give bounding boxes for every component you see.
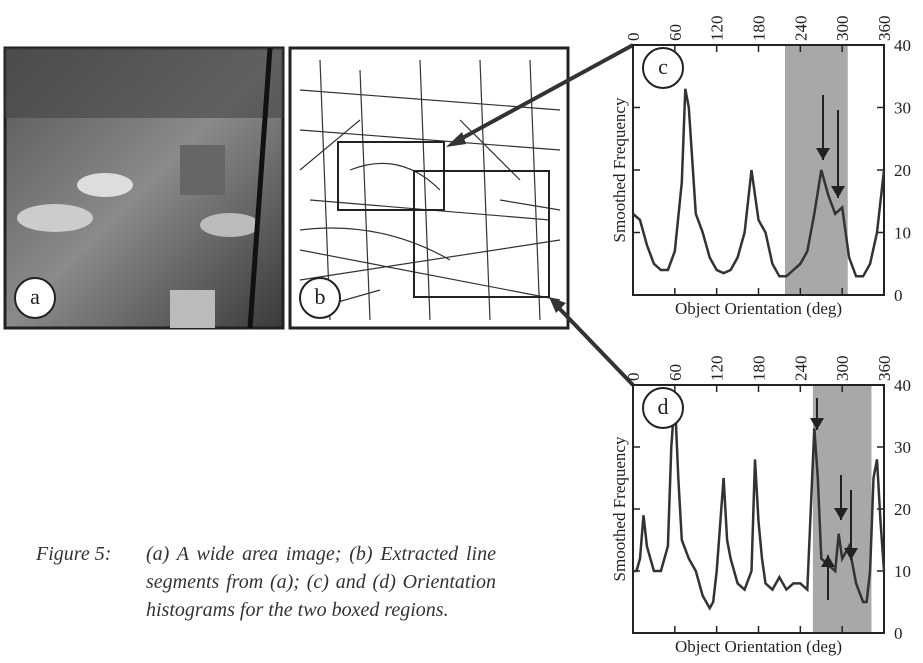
x-tick-label: 360 xyxy=(875,16,894,42)
photo-buildings xyxy=(5,48,283,118)
caption: (a) A wide area image; (b) Extracted lin… xyxy=(146,540,496,624)
x-tick-label: 60 xyxy=(666,364,685,381)
y-tick-label: 20 xyxy=(894,500,911,519)
x-tick-label: 0 xyxy=(624,33,643,42)
y-tick-label: 0 xyxy=(894,624,903,643)
y-axis-label: Smoothed Frequency xyxy=(610,97,629,242)
x-tick-label: 360 xyxy=(875,356,894,382)
y-tick-label: 30 xyxy=(894,99,911,118)
x-tick-label: 300 xyxy=(833,16,852,42)
y-axis-label: Smoothed Frequency xyxy=(610,436,629,581)
x-tick-label: 180 xyxy=(750,16,769,42)
y-tick-label: 20 xyxy=(894,161,911,180)
sign xyxy=(170,290,215,328)
panel-label: b xyxy=(315,284,326,309)
x-tick-label: 300 xyxy=(833,356,852,382)
car xyxy=(17,204,93,232)
panel-label: c xyxy=(658,54,668,79)
x-tick-label: 120 xyxy=(708,356,727,382)
car xyxy=(200,213,260,237)
x-tick-label: 120 xyxy=(708,16,727,42)
x-tick-label: 60 xyxy=(666,24,685,41)
x-tick-label: 0 xyxy=(624,373,643,382)
figure: a b 060120180240300360010203040Object Or… xyxy=(0,0,923,663)
x-axis-label: Object Orientation (deg) xyxy=(675,637,842,656)
x-tick-label: 240 xyxy=(791,16,810,42)
connector xyxy=(556,305,633,385)
panel-label: a xyxy=(30,284,40,309)
y-tick-label: 10 xyxy=(894,224,911,243)
truck xyxy=(180,145,225,195)
car xyxy=(77,173,133,197)
y-tick-label: 30 xyxy=(894,438,911,457)
y-tick-label: 40 xyxy=(894,36,911,55)
x-axis-label: Object Orientation (deg) xyxy=(675,299,842,318)
y-tick-label: 10 xyxy=(894,562,911,581)
panel-label: d xyxy=(658,394,669,419)
y-tick-label: 40 xyxy=(894,376,911,395)
y-tick-label: 0 xyxy=(894,286,903,305)
x-tick-label: 180 xyxy=(750,356,769,382)
x-tick-label: 240 xyxy=(791,356,810,382)
caption-label: Figure 5: xyxy=(36,540,111,568)
